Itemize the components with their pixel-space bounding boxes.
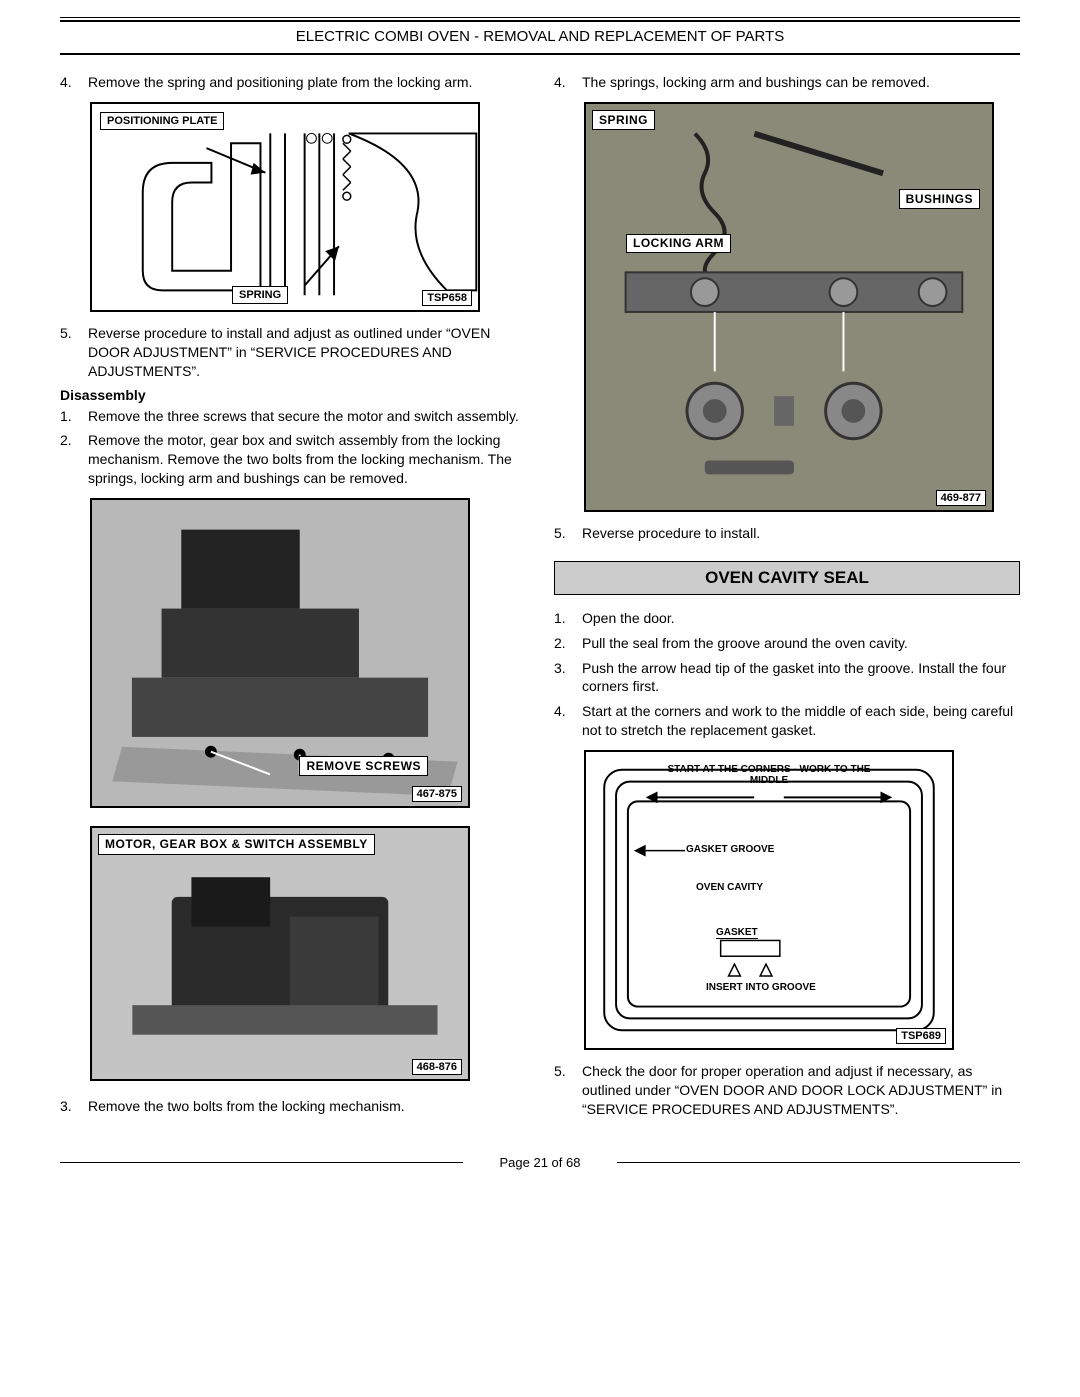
label-start-corners: START AT THE CORNERS - WORK TO THE MIDDL… xyxy=(654,764,884,786)
page-header: ELECTRIC COMBI OVEN - REMOVAL AND REPLAC… xyxy=(60,20,1020,55)
page-number: Page 21 of 68 xyxy=(500,1155,581,1170)
step-text: Open the door. xyxy=(582,609,1020,628)
disassembly-step-2: 2. Remove the motor, gear box and switch… xyxy=(60,431,526,488)
figure-gasket-groove: START AT THE CORNERS - WORK TO THE MIDDL… xyxy=(584,750,954,1050)
step-number: 1. xyxy=(60,407,88,426)
step-number: 5. xyxy=(60,324,88,381)
seal-step-5: 5. Check the door for proper operation a… xyxy=(554,1062,1020,1119)
step-text: Remove the two bolts from the locking me… xyxy=(88,1097,526,1116)
seal-step-3: 3. Push the arrow head tip of the gasket… xyxy=(554,659,1020,697)
diagram-svg xyxy=(92,104,478,310)
step-number: 5. xyxy=(554,1062,582,1119)
seal-step-5-list: 5. Check the door for proper operation a… xyxy=(554,1062,1020,1119)
step-text: Push the arrow head tip of the gasket in… xyxy=(582,659,1020,697)
figure-motor-gearbox: MOTOR, GEAR BOX & SWITCH ASSEMBLY 468-87… xyxy=(90,826,470,1081)
photo-svg xyxy=(92,828,468,1079)
step-number: 3. xyxy=(554,659,582,697)
disassembly-heading: Disassembly xyxy=(60,387,526,403)
seal-step-2: 2. Pull the seal from the groove around … xyxy=(554,634,1020,653)
step-number: 5. xyxy=(554,524,582,543)
figure-positioning-plate: POSITIONING PLATE SPRING TSP658 xyxy=(90,102,480,312)
figure-code: 467-875 xyxy=(412,786,462,802)
left-column: 4. Remove the spring and positioning pla… xyxy=(60,73,526,1125)
seal-step-1: 1. Open the door. xyxy=(554,609,1020,628)
label-insert-groove: INSERT INTO GROOVE xyxy=(706,982,816,993)
figure-remove-screws: REMOVE SCREWS 467-875 xyxy=(90,498,470,808)
left-steps-5: 5. Reverse procedure to install and adju… xyxy=(60,324,526,381)
step-number: 2. xyxy=(60,431,88,488)
label-spring: SPRING xyxy=(592,110,655,130)
figure-springs-bushings: SPRING BUSHINGS LOCKING ARM 469-877 xyxy=(584,102,994,512)
page-footer: Page 21 of 68 xyxy=(60,1155,1020,1170)
step-text: Remove the three screws that secure the … xyxy=(88,407,526,426)
figure-code: TSP689 xyxy=(896,1028,946,1044)
step-text: Reverse procedure to install. xyxy=(582,524,1020,543)
right-column: 4. The springs, locking arm and bushings… xyxy=(554,73,1020,1125)
diagram-svg xyxy=(586,752,952,1048)
right-step-5-list: 5. Reverse procedure to install. xyxy=(554,524,1020,543)
label-gasket-groove: GASKET GROOVE xyxy=(686,844,774,855)
figure-code: 468-876 xyxy=(412,1059,462,1075)
figure-code: TSP658 xyxy=(422,290,472,306)
step-text: Check the door for proper operation and … xyxy=(582,1062,1020,1119)
step-text: The springs, locking arm and bushings ca… xyxy=(582,73,1020,92)
disassembly-step-1: 1. Remove the three screws that secure t… xyxy=(60,407,526,426)
step-text: Remove the motor, gear box and switch as… xyxy=(88,431,526,488)
step-text: Remove the spring and positioning plate … xyxy=(88,73,526,92)
step-text: Start at the corners and work to the mid… xyxy=(582,702,1020,740)
seal-step-4: 4. Start at the corners and work to the … xyxy=(554,702,1020,740)
label-bushings: BUSHINGS xyxy=(899,189,980,209)
photo-svg xyxy=(586,104,992,510)
step-number: 3. xyxy=(60,1097,88,1116)
label-positioning-plate: POSITIONING PLATE xyxy=(100,112,224,130)
two-column-layout: 4. Remove the spring and positioning pla… xyxy=(60,73,1020,1125)
right-step-4: 4. The springs, locking arm and bushings… xyxy=(554,73,1020,92)
seal-steps: 1. Open the door. 2. Pull the seal from … xyxy=(554,609,1020,740)
disassembly-steps: 1. Remove the three screws that secure t… xyxy=(60,407,526,489)
right-steps-4: 4. The springs, locking arm and bushings… xyxy=(554,73,1020,92)
step-number: 4. xyxy=(554,702,582,740)
disassembly-step-3: 3. Remove the two bolts from the locking… xyxy=(60,1097,526,1116)
section-oven-cavity-seal: OVEN CAVITY SEAL xyxy=(554,561,1020,595)
label-spring: SPRING xyxy=(232,286,288,304)
left-steps-continued: 4. Remove the spring and positioning pla… xyxy=(60,73,526,92)
left-step-4: 4. Remove the spring and positioning pla… xyxy=(60,73,526,92)
disassembly-step-3-list: 3. Remove the two bolts from the locking… xyxy=(60,1097,526,1116)
label-remove-screws: REMOVE SCREWS xyxy=(299,756,428,776)
step-number: 2. xyxy=(554,634,582,653)
label-motor-gear-box: MOTOR, GEAR BOX & SWITCH ASSEMBLY xyxy=(98,834,375,854)
step-text: Reverse procedure to install and adjust … xyxy=(88,324,526,381)
step-number: 4. xyxy=(554,73,582,92)
figure-code: 469-877 xyxy=(936,490,986,506)
step-number: 4. xyxy=(60,73,88,92)
left-step-5: 5. Reverse procedure to install and adju… xyxy=(60,324,526,381)
label-locking-arm: LOCKING ARM xyxy=(626,234,731,253)
right-step-5: 5. Reverse procedure to install. xyxy=(554,524,1020,543)
label-oven-cavity: OVEN CAVITY xyxy=(696,882,763,893)
step-text: Pull the seal from the groove around the… xyxy=(582,634,1020,653)
step-number: 1. xyxy=(554,609,582,628)
label-gasket: GASKET xyxy=(716,927,758,939)
